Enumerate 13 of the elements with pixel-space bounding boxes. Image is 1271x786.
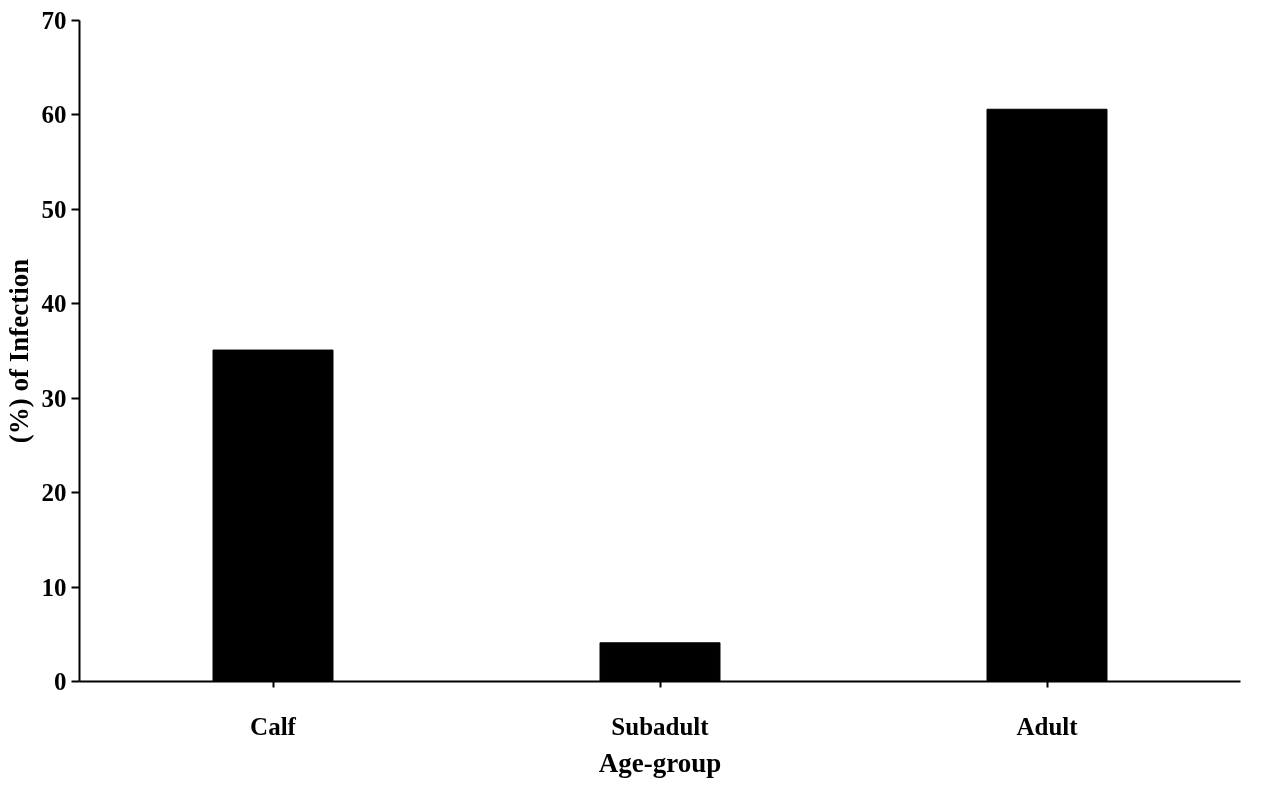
y-tick-label: 30 [41, 384, 67, 412]
x-tick-label: Adult [1016, 712, 1079, 740]
y-tick-label: 20 [41, 479, 67, 507]
x-tick-label: Calf [250, 712, 297, 740]
y-tick-label: 10 [41, 573, 67, 601]
y-tick-label: 40 [41, 290, 67, 318]
y-tick-label: 50 [41, 195, 67, 223]
y-axis-title: (%) of Infection [3, 258, 34, 444]
x-axis-title: Age-group [598, 747, 722, 778]
y-tick-label: 70 [41, 7, 67, 34]
y-tick-label: 60 [41, 101, 67, 129]
y-tick-label: 0 [54, 668, 67, 695]
x-tick-label: Subadult [611, 712, 710, 740]
